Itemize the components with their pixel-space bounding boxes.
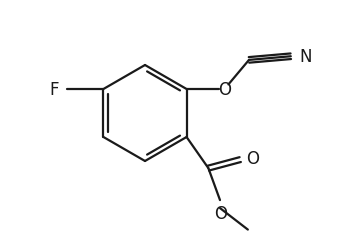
Text: O: O: [218, 81, 231, 99]
Text: F: F: [49, 81, 58, 99]
Text: O: O: [246, 150, 259, 167]
Text: O: O: [214, 204, 227, 222]
Text: N: N: [300, 48, 312, 66]
